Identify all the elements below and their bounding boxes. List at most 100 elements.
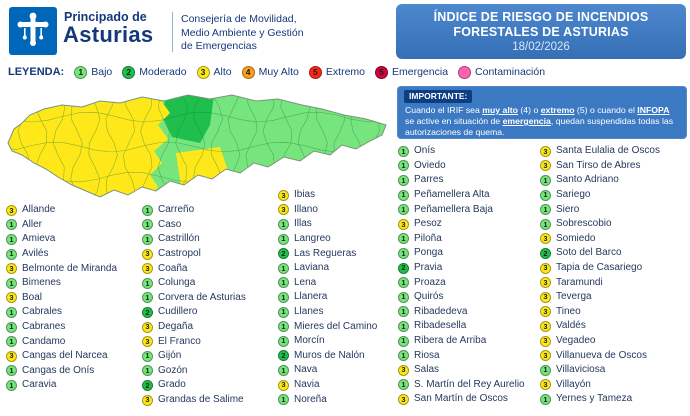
risk-level-badge: 2	[398, 262, 409, 274]
municipality-row: 1 Lena	[278, 276, 377, 291]
municipality-row: 1 Mieres del Camino	[278, 319, 377, 334]
risk-level-badge: 3	[278, 204, 289, 216]
municipality-name: Degaña	[158, 321, 194, 333]
municipality-name: Peñamellera Baja	[414, 203, 493, 215]
municipality-name: Castropol	[158, 248, 201, 260]
risk-level-badge: 3	[6, 263, 17, 275]
risk-level-badge: 1	[278, 335, 289, 347]
municipality-name: Caso	[158, 218, 182, 230]
risk-level-badge: 5	[308, 65, 322, 79]
legend-item: 5 Extremo	[308, 65, 365, 79]
municipality-row: 3 Coaña	[142, 261, 246, 276]
municipality-row: 1 Ribadedeva	[398, 305, 525, 320]
municipality-name: Teverga	[556, 291, 592, 303]
risk-level-badge: 2	[142, 379, 153, 391]
risk-level-badge: 1	[6, 365, 17, 377]
important-notice: IMPORTANTE: Cuando el IRIF sea muy alto …	[397, 86, 687, 139]
risk-level-badge: 3	[142, 336, 153, 348]
municipality-name: Allande	[22, 204, 56, 216]
municipality-row: 1 Santo Adriano	[540, 173, 660, 188]
report-date: 18/02/2026	[512, 41, 570, 53]
risk-level-badge: 1	[278, 277, 289, 289]
municipality-row: 1 Cangas de Onís	[6, 364, 117, 379]
risk-level-badge: 3	[142, 248, 153, 260]
risk-level-badge: 3	[540, 277, 551, 289]
municipality-row: 1 Candamo	[6, 334, 117, 349]
municipality-name: Sobrescobio	[556, 218, 612, 230]
municipality-name: Aller	[22, 218, 43, 230]
municipality-row: 1 Bimenes	[6, 276, 117, 291]
municipality-name: Llanes	[294, 306, 324, 318]
municipality-name: Piloña	[414, 232, 442, 244]
risk-level-badge: 1	[398, 174, 409, 186]
municipality-name: Castrillón	[158, 233, 200, 245]
municipality-name: Vegadeo	[556, 335, 596, 347]
municipality-row: 3 Taramundi	[540, 275, 660, 290]
municipality-name: El Franco	[158, 335, 201, 347]
municipality-name: Las Regueras	[294, 247, 357, 259]
municipality-row: 3 Valdés	[540, 319, 660, 334]
risk-level-badge: 1	[6, 277, 17, 289]
legend-items: 1 Bajo 2 Moderado 3 Alto 4 Muy Alto 5 Extremo 5 Eme…	[74, 65, 545, 79]
risk-level-badge: 1	[398, 189, 409, 201]
municipality-row: 2 Soto del Barco	[540, 246, 660, 261]
risk-level-badge: 1	[540, 189, 551, 201]
risk-level-badge: 3	[540, 160, 551, 172]
risk-level-badge: 1	[278, 321, 289, 333]
notice-emphasis: extremo	[540, 105, 575, 115]
municipality-row: 3 Villayón	[540, 378, 660, 393]
risk-level-badge: 2	[278, 350, 289, 362]
department-line-1: Consejería de Movilidad,	[181, 13, 297, 25]
risk-level-badge: 2	[278, 248, 289, 260]
risk-level-badge: 1	[142, 292, 153, 304]
municipality-row: 1 Nava	[278, 363, 377, 378]
municipality-name: Grado	[158, 379, 186, 391]
municipality-name: Bimenes	[22, 277, 61, 289]
legend-item: Contaminación	[458, 65, 545, 79]
municipality-row: 1 Riosa	[398, 348, 525, 363]
municipality-column-5: 3 Santa Eulalia de Oscos 3 San Tirso de Abr…	[540, 144, 660, 407]
municipality-row: 3 Pesoz	[398, 217, 525, 232]
risk-level-badge: 3	[540, 262, 551, 274]
risk-level-badge: 1	[278, 233, 289, 245]
municipality-name: Santa Eulalia de Oscos	[556, 145, 660, 157]
risk-level-badge: 1	[540, 204, 551, 216]
municipality-row: 3 Villanueva de Oscos	[540, 348, 660, 363]
municipality-row: 3 Santa Eulalia de Oscos	[540, 144, 660, 159]
municipality-row: 1 Sobrescobio	[540, 217, 660, 232]
notice-emphasis: emergencia	[502, 116, 551, 126]
municipality-name: Somiedo	[556, 232, 596, 244]
risk-level-badge: 1	[398, 320, 409, 332]
risk-level-badge: 1	[278, 291, 289, 303]
risk-level-badge: 3	[540, 306, 551, 318]
municipality-name: Salas	[414, 364, 440, 376]
municipality-name: Nava	[294, 364, 318, 376]
legend-title: LEYENDA:	[8, 66, 65, 78]
risk-level-badge: 3	[398, 393, 409, 405]
title-banner: ÍNDICE DE RIESGO DE INCENDIOS FORESTALES…	[396, 4, 686, 59]
municipality-name: Grandas de Salime	[158, 394, 244, 406]
risk-level-badge: 1	[398, 350, 409, 362]
municipality-row: 2 Las Regueras	[278, 246, 377, 261]
municipality-name: Santo Adriano	[556, 174, 619, 186]
risk-level-badge: 1	[398, 204, 409, 216]
municipality-row: 1 Aller	[6, 218, 117, 233]
legend-item: 3 Alto	[196, 65, 232, 79]
municipality-name: Quirós	[414, 291, 444, 303]
risk-level-badge	[458, 65, 472, 79]
risk-level-badge: 1	[142, 219, 153, 231]
risk-level-badge: 2	[142, 306, 153, 318]
risk-level-badge: 1	[6, 321, 17, 333]
municipality-row: 2 Pravia	[398, 261, 525, 276]
risk-level-badge: 1	[6, 219, 17, 231]
municipality-column-2: 1 Carreño 1 Caso 1 Castrillón 3 Castropol 3 Coaña…	[142, 203, 246, 407]
municipality-name: Villanueva de Oscos	[556, 349, 647, 361]
municipality-row: 3 San Tirso de Abres	[540, 159, 660, 174]
municipality-name: Mieres del Camino	[294, 320, 378, 332]
municipality-row: 1 Castrillón	[142, 232, 246, 247]
municipality-name: Ponga	[414, 247, 443, 259]
municipality-row: 1 Illas	[278, 217, 377, 232]
municipality-name: Amieva	[22, 233, 56, 245]
risk-level-badge: 1	[398, 145, 409, 157]
municipality-name: Ribera de Arriba	[414, 335, 487, 347]
